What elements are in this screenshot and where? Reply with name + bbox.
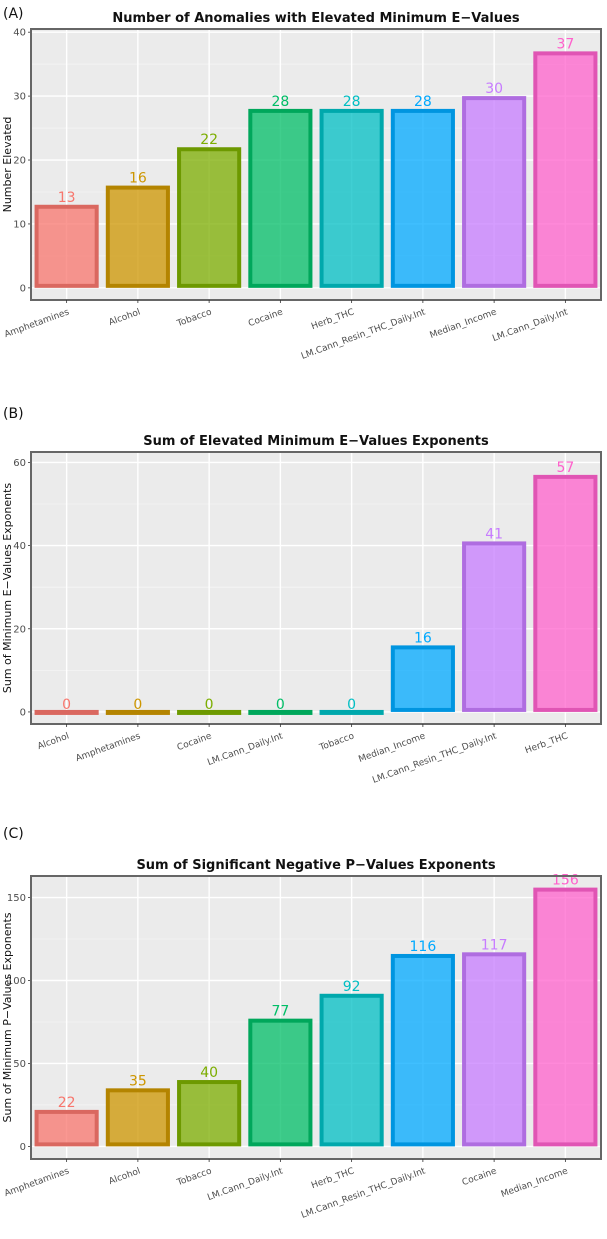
y-tick-label: 30 [13, 92, 26, 103]
data-label: 77 [271, 1004, 289, 1020]
bar [248, 709, 313, 715]
x-tick-label: LM.Cann_Resin_THC_Daily.Int [300, 1166, 427, 1221]
x-tick-label: LM.Cann_Resin_THC_Daily.Int [300, 307, 427, 362]
bar [177, 1080, 242, 1147]
bar [390, 108, 455, 288]
y-tick-label: 40 [13, 28, 26, 39]
x-tick-label: Herb_THC [310, 307, 356, 332]
bar [462, 952, 527, 1147]
bar [533, 51, 598, 288]
data-label: 16 [414, 630, 432, 646]
chart-panel-1: (A) Number of Anomalies with Elevated Min… [1, 6, 602, 362]
bar [319, 993, 384, 1147]
data-label: 0 [133, 697, 142, 713]
bar [248, 108, 313, 288]
x-tick-label: Amphetamines [74, 731, 142, 764]
bar [462, 96, 527, 288]
data-label: 0 [205, 697, 214, 713]
data-label: 117 [481, 937, 508, 953]
x-tick-label: Amphetamines [3, 307, 71, 340]
x-tick-label: Median_Income [429, 307, 499, 341]
x-tick-label: Median_Income [500, 1166, 570, 1200]
data-label: 57 [556, 460, 574, 476]
bar [34, 709, 99, 715]
data-label: 28 [343, 94, 361, 110]
bar [34, 204, 99, 288]
data-label: 0 [62, 697, 71, 713]
data-label: 41 [485, 526, 503, 542]
data-label: 37 [556, 36, 574, 52]
panel-label: (B) [3, 406, 24, 422]
y-tick-label: 10 [13, 219, 26, 230]
chart-title: Sum of Significant Negative P−Values Exp… [136, 858, 495, 873]
bar [533, 887, 598, 1147]
x-tick-label: LM.Cann_Resin_THC_Daily.Int [371, 731, 498, 786]
data-label: 40 [200, 1065, 218, 1081]
y-tick-label: 40 [13, 541, 26, 552]
plot-border [30, 451, 602, 725]
bar [248, 1018, 313, 1147]
plot-border [30, 28, 602, 301]
data-label: 28 [271, 94, 289, 110]
x-tick-label: Cocaine [461, 1166, 499, 1188]
bar [390, 645, 455, 712]
bar [177, 147, 242, 288]
data-label: 28 [414, 94, 432, 110]
chart-title: Sum of Elevated Minimum E−Values Exponen… [143, 434, 489, 449]
x-tick-label: Alcohol [36, 731, 70, 752]
y-tick-label: 60 [13, 458, 26, 469]
x-tick-label: Tobacco [175, 1166, 214, 1188]
x-tick-label: Herb_THC [524, 731, 570, 756]
x-tick-label: Cocaine [247, 307, 285, 329]
x-tick-label: Herb_THC [310, 1166, 356, 1191]
data-label: 13 [58, 190, 76, 206]
bar [105, 709, 170, 715]
plot-border [30, 875, 602, 1160]
data-label: 92 [343, 979, 361, 995]
panel-label: (A) [3, 6, 24, 22]
chart-panel-3: (C) Sum of Significant Negative P−Values … [1, 826, 602, 1221]
x-tick-label: LM.Cann_Daily.Int [206, 731, 285, 768]
x-tick-label: Tobacco [317, 731, 356, 753]
chart-panel-2: (B) Sum of Elevated Minimum E−Values Expo… [1, 406, 602, 786]
y-axis-label: Sum of Minimum P−Values Exponents [1, 912, 14, 1122]
data-label: 0 [347, 697, 356, 713]
y-tick-label: 0 [20, 707, 26, 718]
y-tick-label: 150 [7, 893, 26, 904]
y-tick-label: 20 [13, 624, 26, 635]
y-tick-label: 100 [7, 976, 26, 987]
x-tick-label: Alcohol [108, 307, 142, 328]
bar [34, 1109, 99, 1147]
x-tick-label: Amphetamines [3, 1166, 71, 1199]
x-tick-label: Tobacco [175, 307, 214, 329]
data-label: 116 [410, 939, 437, 955]
bar [105, 1088, 170, 1147]
bar [390, 953, 455, 1147]
data-label: 16 [129, 171, 147, 187]
data-label: 22 [58, 1095, 76, 1111]
y-tick-label: 0 [20, 1142, 26, 1153]
x-tick-label: LM.Cann_Daily.Int [206, 1166, 285, 1203]
y-tick-label: 50 [13, 1059, 26, 1070]
bar [462, 541, 527, 712]
y-tick-label: 0 [20, 283, 26, 294]
bar [105, 185, 170, 288]
data-label: 0 [276, 697, 285, 713]
data-label: 30 [485, 81, 503, 97]
bar [319, 108, 384, 288]
data-label: 22 [200, 132, 218, 148]
data-label: 35 [129, 1073, 147, 1089]
bar [533, 474, 598, 712]
chart-title: Number of Anomalies with Elevated Minimu… [112, 11, 520, 26]
bar [319, 709, 384, 715]
y-tick-label: 20 [13, 156, 26, 167]
panel-label: (C) [3, 826, 24, 842]
y-axis-label: Sum of Minimum E−Values Exponents [1, 483, 14, 694]
x-tick-label: Alcohol [108, 1166, 142, 1187]
y-axis-label: Number Elevated [1, 117, 14, 213]
x-tick-label: LM.Cann_Daily.Int [491, 307, 570, 344]
bar [177, 709, 242, 715]
x-tick-label: Cocaine [176, 731, 214, 753]
